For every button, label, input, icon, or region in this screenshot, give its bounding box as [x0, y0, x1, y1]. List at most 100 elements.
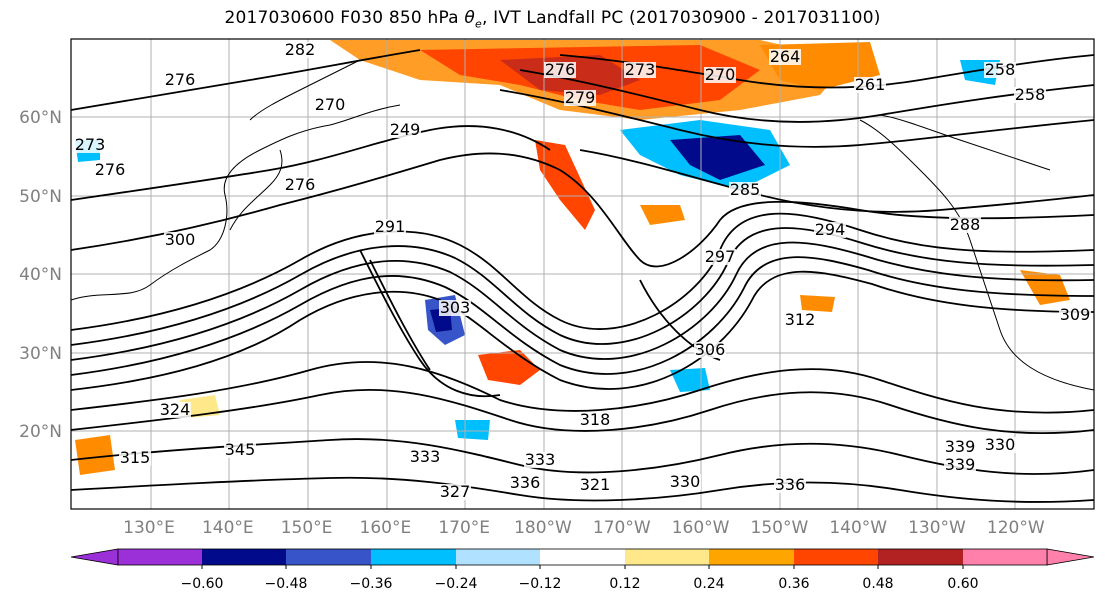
contour-label-bg: [704, 249, 736, 265]
contour-label: 336: [510, 473, 541, 492]
lat-tick-label: 20°N: [19, 422, 62, 442]
contour-label-bg: [669, 474, 701, 490]
contour-label: 300: [165, 230, 196, 249]
lat-ticks: 60°N 50°N 40°N 30°N 20°N: [19, 108, 62, 442]
lon-ticks: 130°E 140°E 150°E 160°E 170°E 180°W 170°W 160°W…: [123, 518, 1045, 538]
colorbar-segment: [286, 549, 371, 565]
contour-label-bg: [94, 162, 126, 178]
contour-label-bg: [284, 177, 316, 193]
contour-label: 303: [440, 298, 471, 317]
contour-label-bg: [164, 72, 196, 88]
contour-label-bg: [119, 450, 151, 466]
title-rest: , IVT Landfall PC (2017030900 - 20170311…: [481, 8, 881, 28]
contour-label: 330: [670, 472, 701, 491]
lat-tick-label: 50°N: [19, 187, 62, 207]
contour-label: 288: [950, 215, 981, 234]
lon-tick-label: 130°E: [123, 518, 175, 538]
contour-label-bg: [854, 77, 886, 93]
contour-label: 312: [785, 310, 816, 329]
contour-label: 297: [705, 247, 736, 266]
colorbar-tick-label: 0.48: [862, 576, 893, 592]
colorbar-segment: [202, 549, 286, 565]
lon-tick-label: 150°W: [751, 518, 809, 538]
contour-label: 279: [565, 88, 596, 107]
contour-label-bg: [159, 402, 191, 418]
contour-label-bg: [579, 477, 611, 493]
contour-label-bg: [164, 232, 196, 248]
lon-tick-label: 170°W: [593, 518, 651, 538]
lon-tick-label: 140°W: [829, 518, 887, 538]
contour-label: 276: [165, 70, 196, 89]
contour-label: 327: [440, 482, 471, 501]
contour-label-bg: [314, 97, 346, 113]
contour-label-bg: [409, 449, 441, 465]
contour-label: 315: [120, 448, 151, 467]
contour-label-bg: [524, 452, 556, 468]
colorbar-tick-label: −0.24: [435, 576, 478, 592]
contour-label-bg: [579, 412, 611, 428]
shade-blue-gulf-dark: [670, 135, 765, 180]
contour-label-bg: [814, 222, 846, 238]
colorbar-extend-max: [1046, 548, 1095, 566]
lat-tick-label: 40°N: [19, 265, 62, 285]
contour-label-bg: [389, 122, 421, 138]
shade-blue-25n: [670, 368, 710, 392]
lat-tick-label: 60°N: [19, 108, 62, 128]
contour-label-bg: [984, 437, 1016, 453]
contour-label-bg: [224, 442, 256, 458]
contour-label-bg: [509, 475, 541, 491]
contour-label: 285: [730, 180, 761, 199]
lat-tick-label: 30°N: [19, 344, 62, 364]
shade-orange-sw: [75, 435, 115, 475]
lon-tick-label: 160°W: [672, 518, 730, 538]
contour-label-bg: [284, 42, 316, 58]
colorbar-tick-label: −0.60: [181, 576, 224, 592]
shade-mid-orange-2: [640, 205, 685, 225]
lon-tick-label: 120°W: [987, 518, 1045, 538]
contour-label: 270: [705, 65, 736, 84]
lon-tick-label: 140°E: [202, 518, 254, 538]
contour-label-bg: [74, 137, 106, 153]
colorbar-frame: [117, 548, 1048, 566]
contour-label: 309: [1060, 305, 1091, 324]
shade-blue-south: [455, 420, 490, 440]
title-main: 2017030600 F030 850 hPa: [224, 8, 459, 28]
contour-label: 306: [695, 340, 726, 359]
contour-label-bg: [769, 49, 801, 65]
contour-label: 282: [285, 40, 316, 59]
colorbar-tick-label: −0.36: [350, 576, 393, 592]
contour-label-bg: [984, 62, 1016, 78]
colorbar-segment: [118, 549, 202, 565]
coastlines: [70, 59, 1095, 391]
contour-label: 258: [1015, 85, 1046, 104]
contour-label: 324: [160, 400, 191, 419]
contour-label: 276: [285, 175, 316, 194]
colorbar-tick-label: −0.12: [519, 576, 562, 592]
map-frame: [70, 38, 1095, 510]
contour-label: 333: [525, 450, 556, 469]
contour-label: 330: [985, 435, 1016, 454]
contour-label: 261: [855, 75, 886, 94]
lon-tick-label: 180°W: [514, 518, 572, 538]
colorbar-tick-label: 0.36: [778, 576, 809, 592]
lon-tick-label: 130°W: [908, 518, 966, 538]
contour-labels: 282 276 264 270 273 276 279 261 258 258 273 276 276 2…: [74, 40, 1091, 501]
contour-label: 291: [375, 217, 406, 236]
colorbar-tick-label: 0.24: [693, 576, 724, 592]
contour-label-bg: [544, 62, 576, 78]
contour-label: 345: [225, 440, 256, 459]
colorbar-tick-label: −0.48: [265, 576, 308, 592]
contour-label: 336: [775, 475, 806, 494]
contour-label: 339: [945, 437, 976, 456]
contour-label: 273: [75, 135, 106, 154]
contour-label: 333: [410, 447, 441, 466]
lon-tick-label: 150°E: [281, 518, 333, 538]
colorbar-segment: [371, 549, 456, 565]
contour-label-bg: [1059, 307, 1091, 323]
colorbar-segment: [540, 549, 625, 565]
contour-label: 294: [815, 220, 846, 239]
contour-label-bg: [784, 312, 816, 328]
colorbar-segment: [456, 549, 540, 565]
contour-label: 270: [315, 95, 346, 114]
shade-mid-orange: [535, 140, 595, 230]
